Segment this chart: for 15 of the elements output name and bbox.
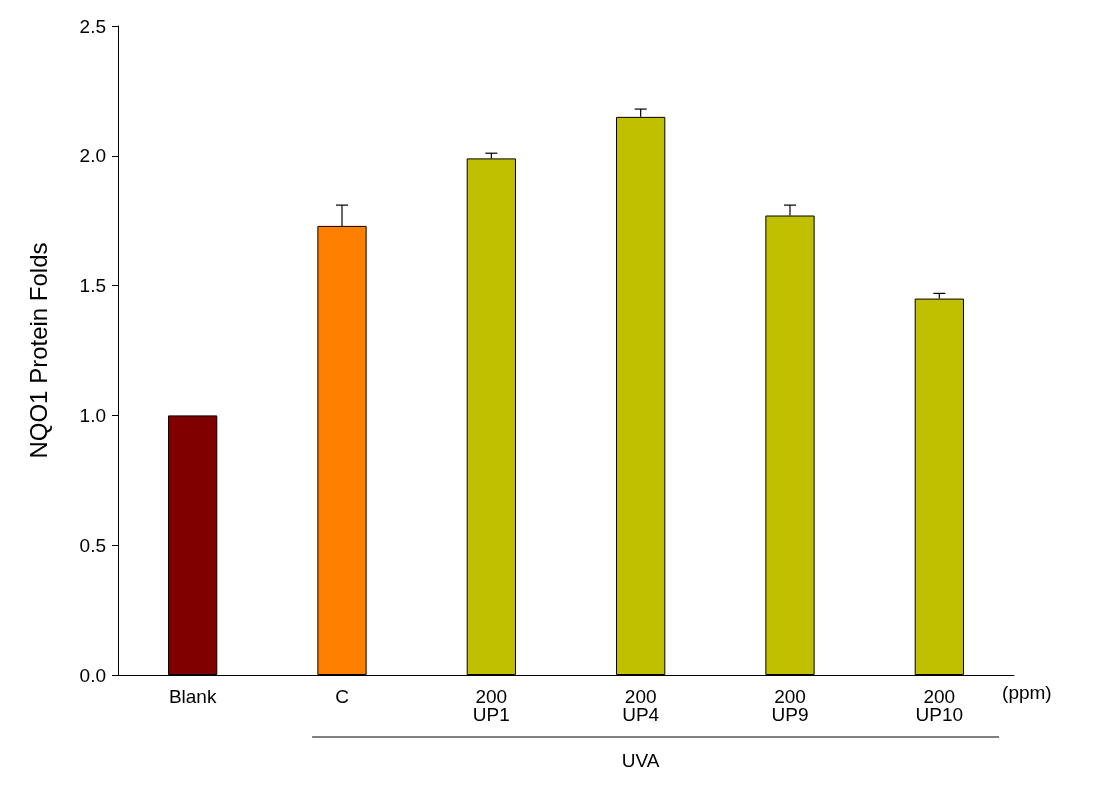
x-tick-label: 200 UP4 bbox=[622, 685, 660, 725]
y-tick-label: 0.5 bbox=[79, 534, 106, 556]
x-tick-label: C bbox=[335, 685, 349, 707]
y-tick-label: 1.0 bbox=[79, 404, 106, 426]
x-tick-label: 200 UP1 bbox=[472, 685, 510, 725]
y-tick-label: 1.5 bbox=[79, 275, 106, 297]
y-tick-label: 0.0 bbox=[79, 664, 106, 686]
x-tick-label: Blank bbox=[168, 685, 217, 707]
text: UVA bbox=[621, 750, 660, 771]
x-tick-label: 200 UP10 bbox=[915, 685, 964, 725]
y-tick-label: 2.0 bbox=[79, 145, 106, 167]
text: (ppm) bbox=[1002, 682, 1052, 703]
y-tick-label: 2.5 bbox=[79, 15, 106, 37]
y-axis-title: NQO1 Protein Folds bbox=[24, 242, 52, 459]
x-tick-label: 200 UP9 bbox=[771, 685, 809, 725]
